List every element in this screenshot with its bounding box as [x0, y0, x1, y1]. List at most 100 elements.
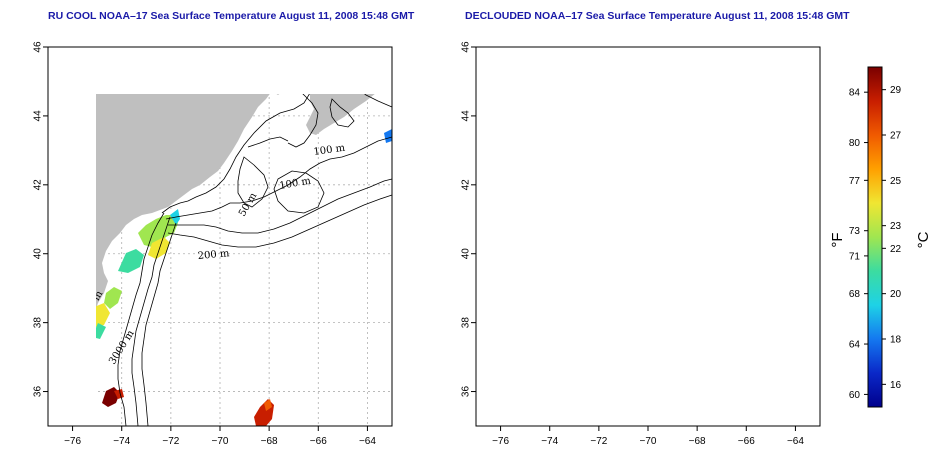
bathymetry-contour	[676, 137, 716, 147]
lake-shape	[484, 305, 496, 329]
bathymetry-contour	[167, 194, 393, 248]
celsius-tick-label: 29	[890, 85, 902, 96]
contour-label: 200 m	[625, 248, 658, 262]
y-tick-label: 38	[461, 317, 472, 329]
contour-label: 200 m	[197, 248, 230, 262]
lake-shape	[554, 63, 562, 73]
x-tick-label: −66	[738, 436, 755, 447]
bathymetry-contour	[716, 87, 746, 147]
x-tick-label: −64	[787, 436, 804, 447]
lake-shape	[88, 343, 94, 373]
sst-patch	[562, 249, 572, 261]
bathymetry-contour	[329, 98, 355, 128]
sst-patch	[572, 223, 600, 243]
x-tick-label: −76	[492, 436, 509, 447]
sst-patch	[384, 129, 392, 143]
bathymetry-contour	[594, 137, 820, 219]
sst-patch	[96, 303, 110, 327]
celsius-tick-label: 22	[890, 244, 902, 255]
x-tick-label: −68	[261, 436, 278, 447]
bathymetry-contour	[560, 217, 598, 426]
bathymetry-contour	[273, 170, 325, 214]
celsius-tick-label: 25	[890, 176, 902, 187]
contour-label: 100 m	[313, 143, 346, 158]
bathymetry-contour	[590, 83, 820, 213]
left-panel-title: RU COOL NOAA–17 Sea Surface Temperature …	[48, 10, 415, 22]
sst-patch	[264, 399, 272, 411]
sst-patch	[148, 237, 170, 259]
bathymetry-contour	[546, 213, 592, 426]
sst-patch	[532, 289, 544, 305]
fahrenheit-tick-label: 68	[849, 289, 861, 300]
fahrenheit-tick-label: 80	[849, 138, 861, 149]
right-land-cape-breton	[806, 63, 820, 83]
lake-shape	[60, 271, 72, 299]
sst-patch	[592, 209, 602, 221]
bathymetry-contour	[161, 94, 393, 214]
y-tick-label: 42	[461, 179, 472, 191]
y-tick-label: 36	[33, 386, 44, 398]
y-tick-label: 42	[33, 179, 44, 191]
fahrenheit-tick-label: 73	[849, 226, 861, 237]
fahrenheit-tick-label: 77	[849, 176, 861, 187]
x-tick-label: −70	[212, 436, 229, 447]
celsius-tick-label: 18	[890, 335, 902, 346]
x-tick-label: −72	[590, 436, 607, 447]
bathymetry-contour	[165, 136, 393, 220]
fahrenheit-tick-label: 84	[849, 88, 861, 99]
bathymetry-contour	[287, 94, 319, 148]
lake-shape	[484, 105, 489, 117]
lake-shape	[516, 343, 522, 373]
colorbar-gradient	[867, 66, 883, 408]
lake-shape	[476, 133, 480, 149]
bathymetry-contour	[666, 157, 696, 207]
lake-shape	[592, 210, 602, 221]
bathymetry-contour	[117, 212, 165, 427]
contour-label: 100 m	[741, 143, 774, 158]
lake-shape	[126, 63, 134, 73]
x-tick-label: −68	[689, 436, 706, 447]
bathymetry-contour	[141, 222, 177, 427]
x-tick-label: −66	[310, 436, 327, 447]
celsius-tick-label: 16	[890, 380, 902, 391]
left-land-main	[96, 94, 280, 309]
bathymetry-contour	[758, 99, 782, 127]
y-tick-label: 44	[33, 110, 44, 122]
x-tick-label: −70	[640, 436, 657, 447]
sst-patch	[118, 249, 144, 273]
sst-patch	[690, 403, 700, 421]
y-tick-label: 40	[33, 248, 44, 260]
y-tick-label: 44	[461, 110, 472, 122]
x-tick-label: −72	[162, 436, 179, 447]
bathymetry-contour	[131, 216, 171, 427]
bathymetry-contour	[702, 171, 752, 213]
left-land-cape-breton	[378, 63, 392, 83]
contour-label: 50 m	[665, 191, 687, 219]
temperature-colorbar: 84 80 77 73 71 68 64 60 29 27 25 23 22 20 18 16 °F °C	[829, 66, 932, 408]
sst-patch	[114, 389, 124, 399]
sst-patch	[104, 287, 122, 309]
lake-shape	[48, 133, 52, 149]
y-tick-label: 46	[33, 41, 44, 53]
right-land-main	[476, 47, 820, 426]
bathymetry-contour	[596, 195, 820, 247]
lake-shape	[56, 305, 68, 329]
fahrenheit-tick-label: 60	[849, 390, 861, 401]
right-land-nova-scotia	[734, 59, 820, 135]
bathymetry-contour	[168, 178, 393, 234]
y-tick-label: 38	[33, 317, 44, 329]
x-tick-label: −64	[359, 436, 376, 447]
x-tick-label: −74	[113, 436, 130, 447]
bathymetry-contour	[247, 136, 289, 148]
fahrenheit-tick-label: 64	[849, 340, 861, 351]
fahrenheit-tick-label: 71	[849, 251, 861, 262]
lake-shape	[56, 105, 61, 117]
y-tick-label: 36	[461, 386, 472, 398]
contour-label: 50 m	[511, 289, 533, 317]
sst-patch	[534, 387, 546, 403]
fahrenheit-unit-label: °F	[829, 232, 846, 247]
celsius-tick-label: 23	[890, 221, 902, 232]
